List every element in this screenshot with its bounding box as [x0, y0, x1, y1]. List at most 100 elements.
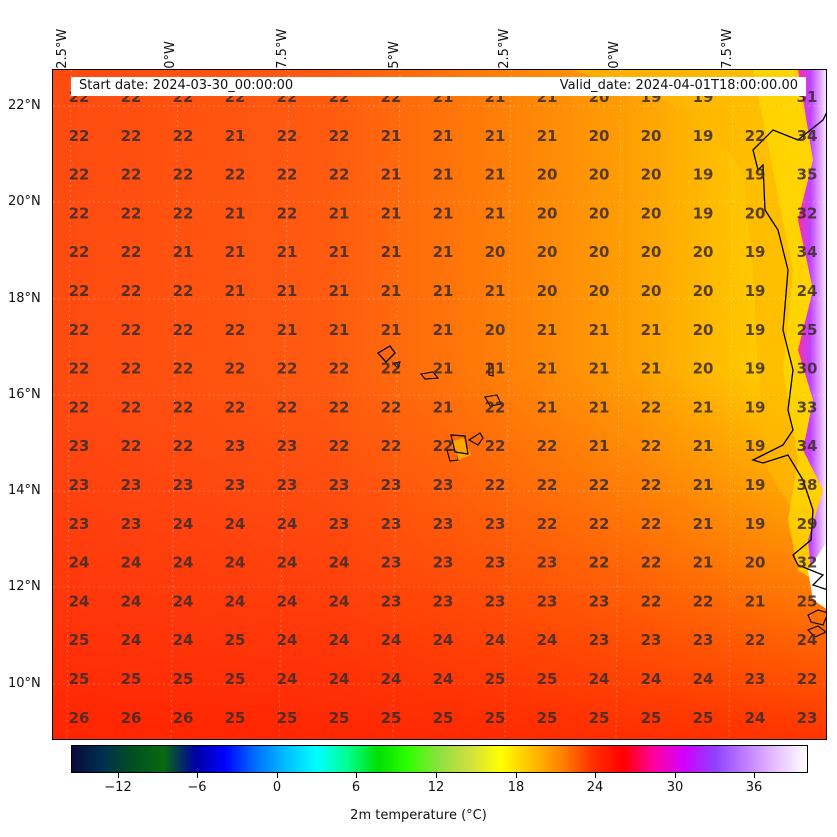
temperature-value: 22: [173, 127, 194, 145]
temperature-value: 21: [537, 127, 558, 145]
graticule: [53, 70, 826, 739]
island-santo-antao: [376, 345, 396, 363]
temperature-value: 20: [641, 243, 662, 261]
lat-label-20n: 20°N: [8, 194, 41, 209]
temperature-value: 25: [381, 709, 402, 727]
temperature-value: 21: [537, 360, 558, 378]
land-hot-zone: [798, 70, 826, 608]
temperature-value: 21: [381, 321, 402, 339]
temperature-value: 22: [277, 166, 298, 184]
fogo-hot-spot: [451, 438, 471, 460]
colorbar: [71, 745, 808, 773]
temperature-value: 21: [485, 127, 506, 145]
temperature-value: 22: [173, 437, 194, 455]
temperature-value: 24: [797, 282, 818, 300]
temperature-value: 22: [641, 476, 662, 494]
temperature-value: 21: [537, 321, 558, 339]
temperature-value: 24: [693, 670, 714, 688]
temperature-value: 21: [589, 398, 610, 416]
temperature-value: 22: [797, 670, 818, 688]
temperature-value: 21: [433, 360, 454, 378]
temperature-value: 25: [485, 670, 506, 688]
temperature-value: 21: [693, 515, 714, 533]
temperature-value: 23: [589, 592, 610, 610]
temperature-value: 21: [225, 282, 246, 300]
temperature-value: 22: [225, 166, 246, 184]
temperature-value: 22: [225, 398, 246, 416]
temperature-value: 35: [797, 166, 818, 184]
temperature-value: 20: [589, 166, 610, 184]
temperature-value: 24: [173, 554, 194, 572]
temperature-value: 25: [589, 709, 610, 727]
temperature-value: 22: [173, 398, 194, 416]
temperature-value: 20: [693, 243, 714, 261]
temperature-value: 23: [433, 515, 454, 533]
temperature-value: 21: [433, 243, 454, 261]
cool-coastal-band: [573, 70, 826, 510]
temperature-value: 21: [277, 321, 298, 339]
temperature-value: 22: [589, 515, 610, 533]
temperature-value: 25: [173, 670, 194, 688]
temperature-value: 22: [173, 282, 194, 300]
temperature-value: 22: [121, 282, 142, 300]
temperature-value: 25: [641, 709, 662, 727]
temperature-value: 21: [485, 204, 506, 222]
temperature-value: 21: [433, 321, 454, 339]
temperature-value: 22: [225, 321, 246, 339]
temperature-value: 21: [381, 204, 402, 222]
temperature-value: 22: [485, 476, 506, 494]
temperature-value: 21: [433, 166, 454, 184]
temperature-value: 20: [485, 243, 506, 261]
temperature-value: 22: [121, 437, 142, 455]
temperature-value: 23: [121, 515, 142, 533]
temperature-value: 19: [745, 282, 766, 300]
temperature-value: 22: [745, 631, 766, 649]
temperature-value: 24: [121, 631, 142, 649]
colorbar-tick-label: 18: [507, 780, 525, 795]
temperature-value: 22: [329, 360, 350, 378]
temperature-value: 19: [745, 437, 766, 455]
temperature-value: 19: [745, 321, 766, 339]
island-boa-vista: [484, 394, 502, 407]
temperature-value: 22: [641, 515, 662, 533]
temperature-value: 22: [485, 437, 506, 455]
temperature-value: 20: [641, 166, 662, 184]
temperature-value: 25: [329, 709, 350, 727]
temperature-value: 22: [69, 321, 90, 339]
temperature-value: 25: [797, 592, 818, 610]
temperature-value: 22: [641, 554, 662, 572]
temperature-value: 20: [641, 282, 662, 300]
temperature-value: 24: [433, 631, 454, 649]
temperature-value: 19: [745, 515, 766, 533]
temperature-value: 24: [277, 631, 298, 649]
temperature-value: 20: [589, 243, 610, 261]
temperature-value: 23: [797, 709, 818, 727]
temperature-value: 22: [329, 127, 350, 145]
temperature-value: 19: [745, 476, 766, 494]
temperature-value: 21: [693, 554, 714, 572]
temperature-value: 21: [381, 166, 402, 184]
temperature-value: 20: [693, 360, 714, 378]
temperature-value: 21: [381, 127, 402, 145]
temperature-value: 25: [225, 631, 246, 649]
temperature-value: 25: [69, 631, 90, 649]
temperature-value: 24: [225, 592, 246, 610]
temperature-value: 24: [797, 631, 818, 649]
temperature-value: 24: [641, 670, 662, 688]
temperature-value: 24: [537, 631, 558, 649]
temperature-value: 22: [329, 398, 350, 416]
temperature-value: 34: [797, 437, 818, 455]
temperature-value: 23: [329, 515, 350, 533]
lat-label-12n: 12°N: [8, 579, 41, 594]
temperature-value: 22: [121, 321, 142, 339]
temperature-value: 23: [485, 515, 506, 533]
temperature-value: 22: [589, 476, 610, 494]
temperature-value: 20: [537, 243, 558, 261]
temperature-value: 23: [381, 554, 402, 572]
temperature-value: 21: [433, 398, 454, 416]
temperature-value: 23: [69, 515, 90, 533]
temperature-value: 23: [693, 631, 714, 649]
lat-label-22n: 22°N: [8, 98, 41, 113]
temperature-value: 23: [589, 631, 610, 649]
temperature-value: 21: [485, 282, 506, 300]
